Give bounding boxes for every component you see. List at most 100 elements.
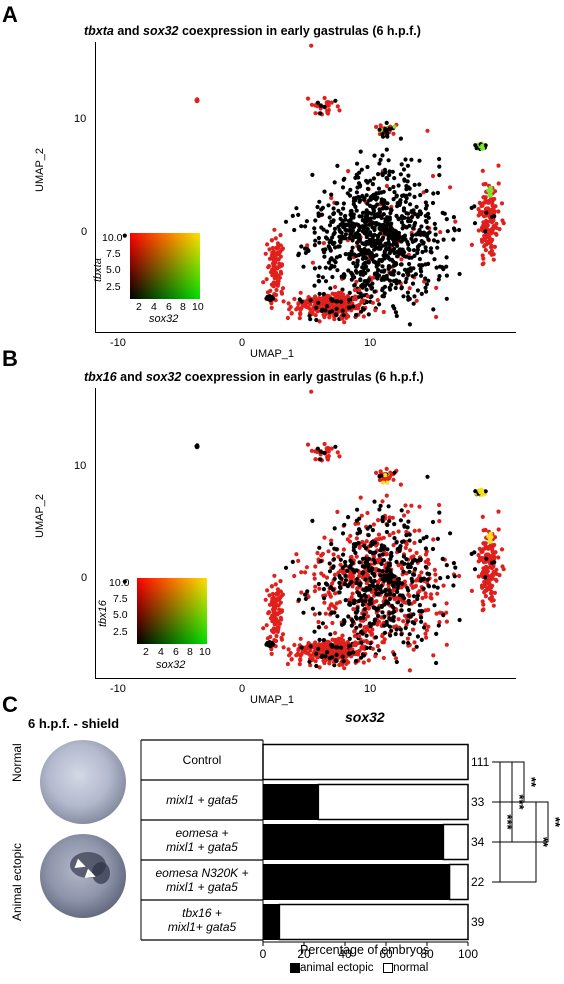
- umap-cell-point: [278, 600, 283, 605]
- umap-cell-point: [423, 552, 428, 557]
- umap-cell-point: [322, 104, 327, 109]
- umap-cell-point: [403, 503, 408, 508]
- umap-cell-point: [391, 477, 396, 482]
- umap-cell-point: [415, 596, 420, 602]
- b-leg-ytick-2: 7.5: [113, 593, 128, 605]
- b-leg-xtick-5: 10: [199, 646, 211, 658]
- umap-cell-point: [314, 663, 319, 669]
- umap-cell-point: [357, 545, 362, 550]
- umap-cell-point: [335, 104, 340, 109]
- umap-cell-point: [279, 262, 285, 267]
- umap-cell-point: [304, 219, 309, 224]
- umap-cell-point: [399, 632, 404, 637]
- umap-cell-point: [333, 630, 338, 636]
- umap-cell-point: [484, 218, 489, 223]
- umap-cell-point: [296, 558, 301, 563]
- umap-cell-point: [321, 241, 326, 246]
- umap-cell-point: [401, 206, 407, 211]
- umap-cell-point: [496, 209, 501, 214]
- umap-cell-point: [432, 221, 437, 226]
- umap-cell-point: [312, 226, 317, 231]
- umap-cell-point: [404, 622, 409, 627]
- umap-cell-point: [380, 610, 385, 615]
- umap-cell-point: [357, 560, 362, 565]
- panel-a-title-rest: coexpression in early gastrulas (6 h.p.f…: [178, 24, 421, 38]
- umap-cell-point: [371, 584, 376, 589]
- umap-cell-point: [435, 591, 440, 596]
- umap-cell-point: [363, 271, 368, 276]
- umap-cell-point: [434, 631, 439, 636]
- umap-cell-point: [373, 308, 378, 313]
- umap-cell-point: [487, 235, 492, 240]
- umap-cell-point: [402, 600, 407, 605]
- umap-cell-point: [469, 588, 474, 593]
- umap-cell-point: [435, 536, 440, 541]
- bar-animal-ectopic: [262, 904, 280, 940]
- umap-cell-point: [393, 656, 399, 661]
- umap-cell-point: [285, 315, 290, 321]
- umap-cell-point: [387, 518, 392, 524]
- b-leg-xtick-4: 8: [187, 646, 193, 658]
- umap-cell-point: [434, 265, 439, 270]
- umap-cell-point: [492, 189, 498, 194]
- umap-cell-point: [444, 610, 449, 615]
- umap-cell-point: [398, 518, 403, 523]
- umap-cell-point: [415, 250, 420, 256]
- ectopic-staining-spot: [92, 862, 110, 884]
- umap-cell-point: [194, 444, 199, 449]
- umap-cell-point: [492, 560, 497, 565]
- umap-cell-point: [396, 230, 401, 236]
- umap-cell-point: [330, 274, 335, 280]
- umap-cell-point: [287, 653, 292, 658]
- umap-cell-point: [317, 265, 322, 270]
- umap-cell-point: [318, 457, 323, 462]
- umap-cell-point: [490, 237, 495, 242]
- umap-cell-point: [487, 544, 492, 549]
- umap-cell-point: [312, 572, 317, 577]
- umap-cell-point: [380, 132, 385, 137]
- umap-cell-point: [457, 573, 462, 579]
- umap-cell-point: [357, 196, 362, 201]
- b-leg-xlabel: sox32: [156, 659, 186, 671]
- umap-cell-point: [395, 547, 400, 552]
- umap-cell-point: [392, 230, 397, 235]
- umap-cell-point: [380, 235, 386, 240]
- umap-cell-point: [347, 643, 352, 648]
- umap-cell-point: [333, 637, 338, 643]
- umap-cell-point: [273, 236, 278, 241]
- umap-cell-point: [271, 609, 276, 615]
- umap-cell-point: [319, 207, 324, 212]
- umap-cell-point: [383, 170, 388, 175]
- umap-cell-point: [346, 218, 352, 224]
- umap-cell-point: [305, 442, 311, 447]
- umap-cell-point: [334, 306, 339, 311]
- panel-a-title-gene2: sox32: [143, 24, 179, 38]
- umap-cell-point: [303, 596, 308, 601]
- umap-cell-point: [419, 637, 424, 642]
- umap-cell-point: [361, 224, 366, 229]
- umap-cell-point: [325, 643, 330, 648]
- a-leg-xtick-2: 4: [151, 301, 157, 313]
- umap-cell-point: [391, 184, 396, 190]
- umap-cell-point: [283, 219, 289, 224]
- umap-cell-point: [398, 482, 403, 487]
- umap-cell-point: [378, 573, 383, 578]
- umap-cell-point: [273, 582, 278, 587]
- umap-cell-point: [326, 454, 331, 459]
- umap-cell-point: [317, 611, 322, 616]
- umap-cell-point: [357, 583, 362, 588]
- umap-cell-point: [438, 576, 443, 581]
- umap-cell-point: [379, 583, 384, 589]
- umap-cell-point: [319, 654, 324, 659]
- umap-cell-point: [337, 580, 342, 585]
- bar-animal-ectopic: [262, 864, 451, 900]
- umap-cell-point: [336, 224, 341, 229]
- umap-cell-point: [403, 199, 408, 204]
- umap-cell-point: [438, 230, 443, 235]
- umap-cell-point: [377, 211, 382, 216]
- umap-cell-point: [436, 277, 441, 282]
- a-ytick-0: 0: [81, 226, 88, 238]
- umap-cell-point: [407, 532, 412, 537]
- umap-cell-point: [406, 173, 411, 178]
- umap-cell-point: [305, 589, 310, 594]
